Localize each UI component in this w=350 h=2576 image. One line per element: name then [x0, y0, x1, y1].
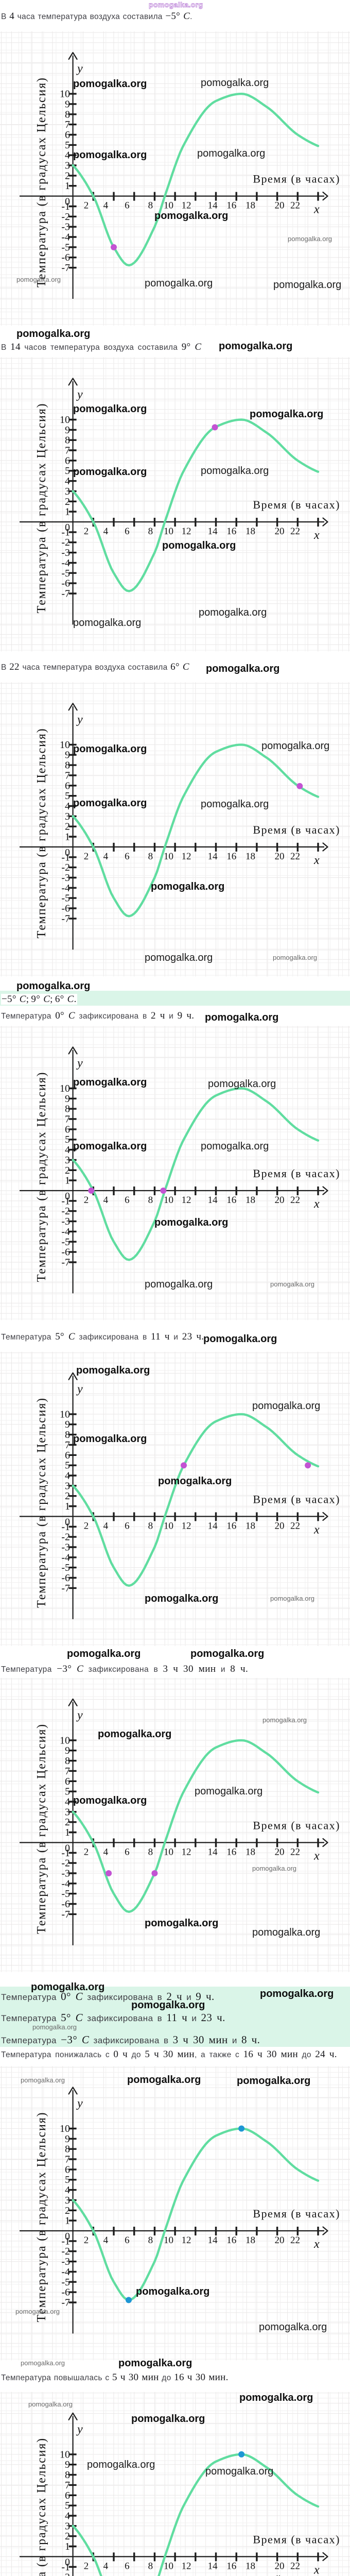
svg-text:pomogalka.org: pomogalka.org — [262, 1716, 307, 1724]
svg-text:pomogalka.org: pomogalka.org — [195, 1786, 262, 1797]
svg-text:pomogalka.org: pomogalka.org — [151, 881, 224, 892]
svg-text:pomogalka.org: pomogalka.org — [131, 2413, 205, 2425]
svg-text:pomogalka.org: pomogalka.org — [73, 1077, 147, 1088]
svg-text:pomogalka.org: pomogalka.org — [203, 1333, 277, 1345]
svg-text:pomogalka.org: pomogalka.org — [73, 78, 147, 90]
svg-text:pomogalka.org: pomogalka.org — [260, 1988, 334, 1999]
svg-text:pomogalka.org: pomogalka.org — [73, 1433, 147, 1445]
svg-text:pomogalka.org: pomogalka.org — [252, 1865, 296, 1872]
svg-text:pomogalka.org: pomogalka.org — [145, 1279, 213, 1290]
svg-text:pomogalka.org: pomogalka.org — [205, 2466, 273, 2477]
svg-text:pomogalka.org: pomogalka.org — [32, 2023, 77, 2031]
svg-text:pomogalka.org: pomogalka.org — [131, 1999, 205, 2011]
svg-text:pomogalka.org: pomogalka.org — [28, 2400, 73, 2408]
svg-text:pomogalka.org: pomogalka.org — [114, 2575, 182, 2576]
svg-text:pomogalka.org: pomogalka.org — [73, 1141, 147, 1152]
svg-text:pomogalka.org: pomogalka.org — [145, 952, 213, 963]
svg-text:pomogalka.org: pomogalka.org — [21, 2076, 65, 2084]
svg-text:pomogalka.org: pomogalka.org — [197, 148, 265, 159]
svg-text:pomogalka.org: pomogalka.org — [145, 1593, 218, 1604]
svg-text:pomogalka.org: pomogalka.org — [205, 1012, 278, 1023]
svg-text:pomogalka.org: pomogalka.org — [162, 540, 236, 551]
svg-text:pomogalka.org: pomogalka.org — [219, 341, 292, 352]
svg-text:pomogalka.org: pomogalka.org — [273, 954, 317, 961]
svg-text:pomogalka.org: pomogalka.org — [16, 328, 90, 340]
svg-text:pomogalka.org: pomogalka.org — [73, 466, 147, 478]
svg-text:pomogalka.org: pomogalka.org — [154, 210, 228, 222]
svg-text:pomogalka.org: pomogalka.org — [87, 2459, 155, 2470]
svg-text:pomogalka.org: pomogalka.org — [136, 2286, 209, 2297]
svg-text:pomogalka.org: pomogalka.org — [206, 663, 279, 674]
svg-text:pomogalka.org: pomogalka.org — [288, 235, 332, 243]
svg-text:pomogalka.org: pomogalka.org — [259, 2321, 327, 2333]
svg-text:pomogalka.org: pomogalka.org — [261, 740, 329, 752]
svg-text:pomogalka.org: pomogalka.org — [252, 1927, 320, 1938]
svg-text:pomogalka.org: pomogalka.org — [158, 1476, 232, 1487]
svg-text:pomogalka.org: pomogalka.org — [73, 743, 147, 755]
svg-text:pomogalka.org: pomogalka.org — [208, 1078, 276, 1090]
svg-text:pomogalka.org: pomogalka.org — [127, 2074, 201, 2086]
svg-text:pomogalka.org: pomogalka.org — [76, 1365, 150, 1376]
svg-text:pomogalka.org: pomogalka.org — [16, 980, 90, 992]
svg-text:pomogalka.org: pomogalka.org — [73, 149, 147, 161]
svg-text:pomogalka.org: pomogalka.org — [67, 1648, 141, 1659]
svg-text:pomogalka.org: pomogalka.org — [145, 278, 213, 289]
svg-text:pomogalka.org: pomogalka.org — [237, 2075, 310, 2087]
svg-text:pomogalka.org: pomogalka.org — [252, 1400, 320, 1412]
svg-text:pomogalka.org: pomogalka.org — [73, 403, 147, 415]
svg-text:pomogalka.org: pomogalka.org — [250, 409, 323, 420]
svg-text:pomogalka.org: pomogalka.org — [154, 1217, 228, 1228]
svg-text:pomogalka.org: pomogalka.org — [190, 1648, 264, 1659]
svg-text:pomogalka.org: pomogalka.org — [21, 2359, 65, 2367]
svg-text:pomogalka.org: pomogalka.org — [239, 2392, 313, 2403]
svg-text:pomogalka.org: pomogalka.org — [201, 465, 269, 477]
svg-text:pomogalka.org: pomogalka.org — [201, 77, 269, 89]
svg-text:pomogalka.org: pomogalka.org — [15, 2308, 60, 2315]
svg-text:pomogalka.org: pomogalka.org — [273, 279, 341, 291]
svg-text:pomogalka.org: pomogalka.org — [201, 799, 269, 810]
svg-text:pomogalka.org: pomogalka.org — [199, 607, 267, 618]
svg-text:pomogalka.org: pomogalka.org — [73, 617, 141, 629]
svg-text:pomogalka.org: pomogalka.org — [16, 276, 61, 283]
svg-text:pomogalka.org: pomogalka.org — [98, 1728, 171, 1740]
svg-text:pomogalka.org: pomogalka.org — [270, 1595, 314, 1602]
svg-text:pomogalka.org: pomogalka.org — [239, 2574, 307, 2576]
svg-text:pomogalka.org: pomogalka.org — [73, 798, 147, 809]
svg-text:pomogalka.org: pomogalka.org — [145, 1918, 218, 1929]
svg-text:pomogalka.org: pomogalka.org — [118, 2358, 192, 2369]
svg-text:pomogalka.org: pomogalka.org — [270, 1280, 314, 1288]
svg-text:pomogalka.org: pomogalka.org — [201, 1141, 269, 1152]
svg-text:pomogalka.org: pomogalka.org — [31, 1981, 104, 1993]
svg-text:pomogalka.org: pomogalka.org — [73, 1795, 147, 1806]
